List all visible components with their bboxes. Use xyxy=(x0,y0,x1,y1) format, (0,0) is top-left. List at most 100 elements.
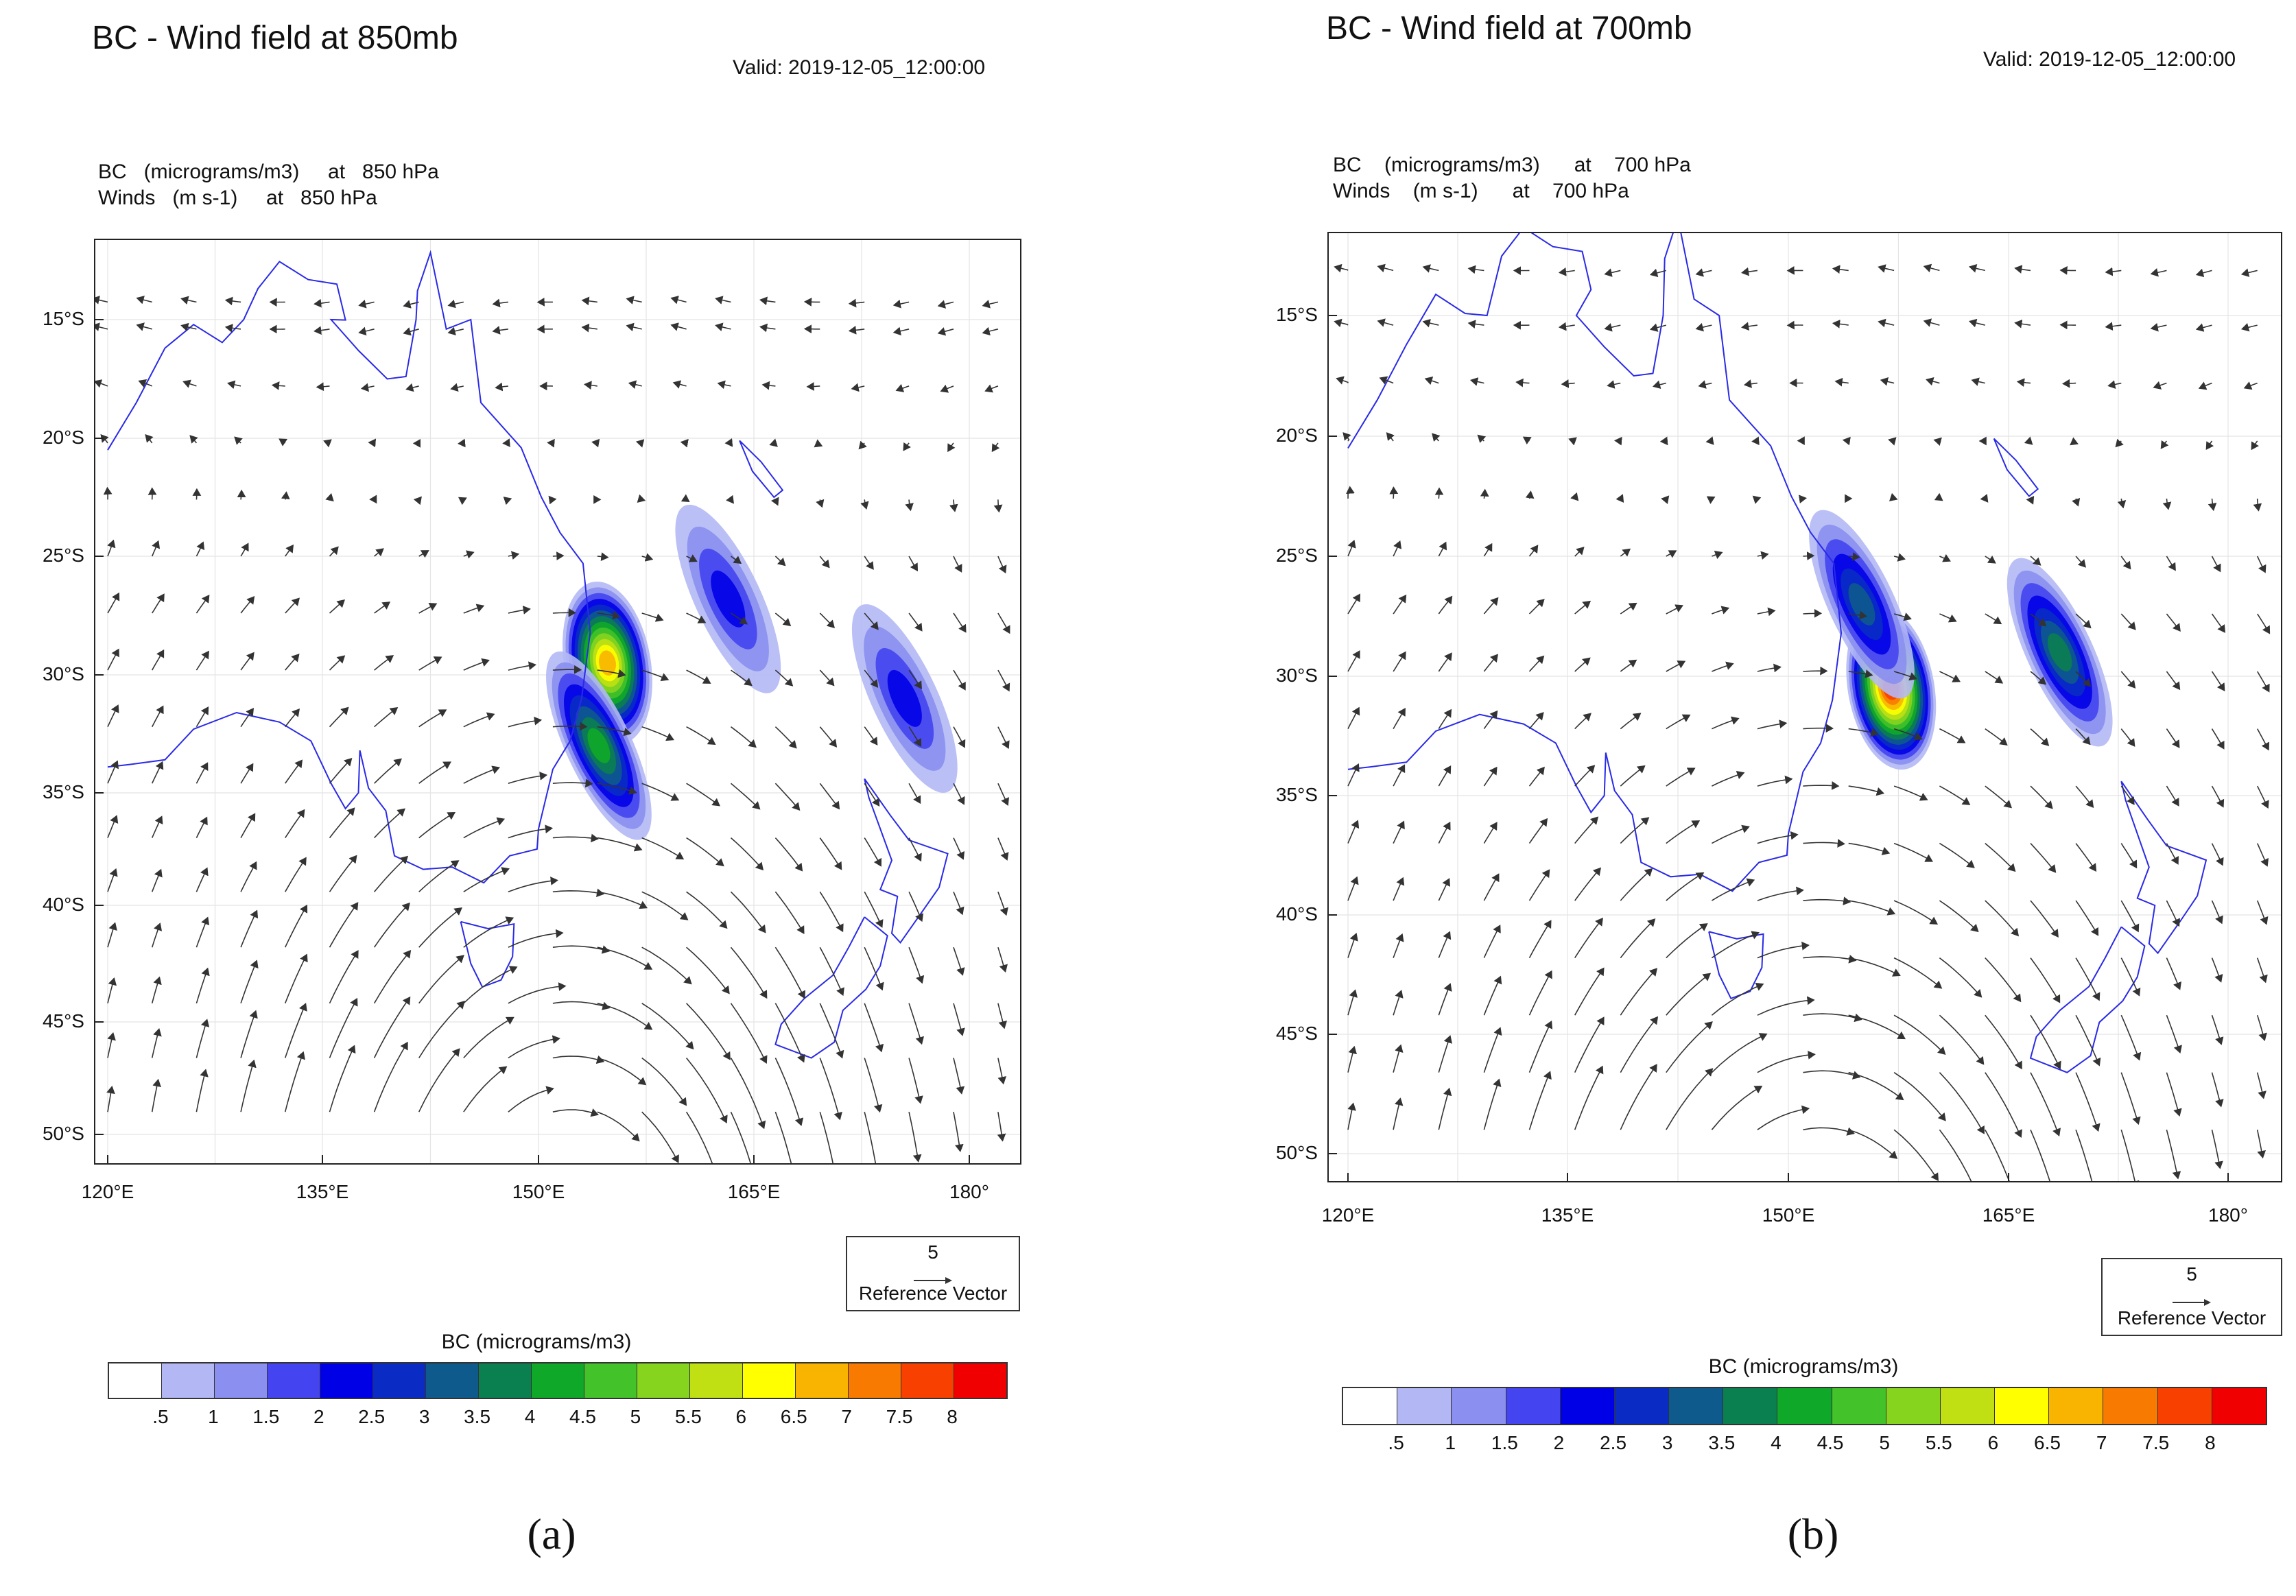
wind-arrow xyxy=(1706,496,1716,504)
wind-arrow xyxy=(864,946,884,991)
wind-arrow xyxy=(1334,318,1349,328)
wind-arrow xyxy=(2256,1014,2267,1042)
wind-arrow xyxy=(1803,724,1834,733)
wind-arrow xyxy=(1698,380,1712,389)
wind-arrow xyxy=(1848,552,1860,561)
wind-arrow xyxy=(2240,268,2258,277)
wind-arrow xyxy=(1528,970,1552,1016)
wind-arrow xyxy=(1558,267,1575,276)
wind-arrow xyxy=(552,1001,611,1010)
wind-arrow xyxy=(686,1003,731,1060)
coastlines xyxy=(107,250,949,1059)
wind-arrow xyxy=(1347,650,1360,672)
wind-arrow xyxy=(1438,878,1450,901)
wind-arrow xyxy=(1561,379,1575,388)
wind-arrow xyxy=(997,726,1010,750)
wind-arrow xyxy=(2256,556,2267,573)
coastline-3 xyxy=(2120,781,2208,955)
wind-arrow xyxy=(819,669,835,687)
wind-arrow xyxy=(816,499,825,508)
colorbar-swatch xyxy=(1886,1388,1941,1424)
wind-arrow xyxy=(908,837,922,862)
wind-arrow xyxy=(374,707,399,728)
longitude-label: 180° xyxy=(2208,1204,2248,1226)
wind-arrow xyxy=(774,891,805,934)
wind-arrow xyxy=(2105,322,2122,331)
wind-arrow xyxy=(1803,1127,1855,1136)
wind-arrow xyxy=(2211,1072,2224,1108)
wind-arrow xyxy=(1712,550,1723,559)
wind-arrow xyxy=(1620,817,1650,844)
wind-arrow xyxy=(759,296,776,306)
wind-arrow xyxy=(2014,319,2031,329)
wind-arrow xyxy=(2211,900,2223,925)
wind-arrow xyxy=(1985,1129,2011,1182)
wind-arrow xyxy=(224,324,241,333)
wind-arrow xyxy=(2150,322,2167,332)
wind-arrow xyxy=(1483,873,1500,901)
wind-arrow xyxy=(240,763,254,784)
wind-arrow xyxy=(1834,377,1849,387)
bc-plume-3-level-8 xyxy=(587,728,611,763)
wind-arrow xyxy=(1757,1105,1810,1130)
wind-arrow xyxy=(717,380,731,390)
wind-arrow xyxy=(2256,843,2269,867)
wind-arrow xyxy=(1347,706,1360,729)
wind-arrow xyxy=(1649,323,1667,332)
colorbar-swatch xyxy=(479,1363,532,1398)
wind-arrow xyxy=(2211,671,2225,691)
wind-arrow xyxy=(1893,553,1906,562)
wind-arrow xyxy=(1393,1044,1404,1073)
wind-arrow xyxy=(2195,323,2212,332)
colorbar-tick-label: 3 xyxy=(1661,1432,1673,1453)
wind-arrow xyxy=(1570,492,1579,501)
colorbar-tick-label: 6 xyxy=(1987,1432,1999,1453)
panel-b-bc-units: BC (micrograms/m3) at 700 hPa xyxy=(1333,154,1691,176)
wind-arrow xyxy=(1393,877,1405,901)
wind-arrow xyxy=(1985,613,2002,625)
wind-arrow xyxy=(686,554,698,562)
colorbar-swatch xyxy=(373,1363,426,1398)
wind-arrow xyxy=(908,556,919,572)
wind-arrow xyxy=(731,726,757,748)
wind-arrow xyxy=(1528,599,1545,615)
wind-arrow xyxy=(2253,498,2262,512)
wind-arrow xyxy=(851,383,865,392)
panel-b-colorbar xyxy=(1342,1387,2267,1425)
wind-arrow xyxy=(1574,547,1585,557)
wind-arrow xyxy=(997,837,1009,861)
colorbar-swatch xyxy=(215,1363,268,1398)
wind-arrow xyxy=(2030,728,2050,746)
wind-arrow xyxy=(151,868,163,892)
wind-arrow xyxy=(597,783,637,795)
wind-arrow xyxy=(982,326,999,336)
wind-arrow xyxy=(447,326,464,335)
colorbar-swatch xyxy=(2157,1388,2212,1424)
wind-arrow xyxy=(774,669,794,687)
colorbar-swatch xyxy=(954,1363,1006,1398)
wind-arrow xyxy=(240,1010,258,1058)
wind-arrow xyxy=(279,438,288,446)
panel-a-reference-magnitude: 5 xyxy=(927,1241,938,1263)
wind-arrow xyxy=(418,811,456,839)
wind-arrow xyxy=(1528,818,1548,844)
wind-arrow xyxy=(1438,708,1452,730)
wind-arrow xyxy=(2153,381,2167,390)
wind-arrow xyxy=(2030,613,2047,627)
wind-arrow xyxy=(329,950,359,1004)
wind-arrow xyxy=(819,556,830,569)
wind-arrow xyxy=(492,298,508,308)
wind-arrow xyxy=(730,946,768,999)
coastlines xyxy=(1347,232,2208,1073)
wind-arrow xyxy=(2166,671,2181,691)
wind-arrow xyxy=(1985,671,2004,684)
wind-arrow xyxy=(136,296,152,305)
wind-arrow xyxy=(329,997,358,1058)
wind-arrow xyxy=(281,491,290,500)
wind-arrow xyxy=(908,783,921,805)
wind-arrow xyxy=(1741,267,1758,276)
bc-plume-1-level-6 xyxy=(1848,583,1875,626)
wind-arrow xyxy=(1848,785,1885,796)
wind-arrow xyxy=(1666,872,1705,901)
wind-arrow xyxy=(418,709,447,728)
